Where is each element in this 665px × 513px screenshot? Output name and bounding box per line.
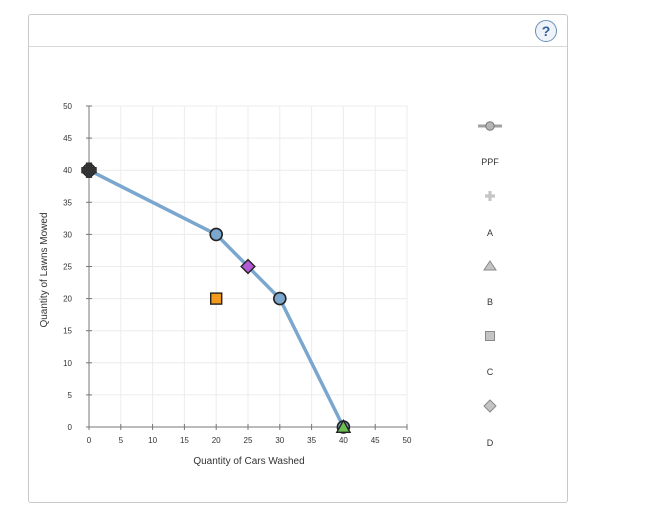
y-tick-label: 40 <box>63 166 72 175</box>
y-tick-label: 15 <box>63 327 72 336</box>
y-tick-label: 5 <box>68 391 73 400</box>
x-tick-label: 35 <box>307 436 316 445</box>
y-tick-label: 30 <box>63 230 72 239</box>
point-b[interactable] <box>335 418 352 433</box>
help-button[interactable]: ? <box>535 20 557 42</box>
legend-diamond-swatch <box>483 399 497 413</box>
legend-label: B <box>487 297 493 307</box>
axes: 0 5 10 15 20 25 30 35 40 45 50 0 5 10 15 20 25 30 35 40 45 50 <box>63 102 412 445</box>
legend-item-ppf[interactable]: PPF <box>478 121 502 167</box>
ppf-point[interactable] <box>209 227 223 242</box>
ppf-point[interactable] <box>272 291 287 306</box>
x-tick-label: 50 <box>403 436 412 445</box>
legend-item-d[interactable]: D <box>483 399 497 448</box>
legend-plus-swatch <box>485 191 495 201</box>
y-axis-label: Quantity of Lawns Mowed <box>39 212 50 327</box>
legend-label: C <box>487 367 494 377</box>
x-tick-label: 0 <box>87 436 92 445</box>
legend-item-a[interactable]: A <box>485 191 495 238</box>
legend: PPF A B C D <box>478 121 502 448</box>
x-tick-label: 45 <box>371 436 380 445</box>
y-tick-label: 35 <box>63 198 72 207</box>
point-a[interactable] <box>81 162 97 178</box>
legend-label: PPF <box>481 157 499 167</box>
y-tick-label: 10 <box>63 359 72 368</box>
legend-circle-swatch <box>485 121 495 131</box>
y-tick-label: 25 <box>63 263 72 272</box>
x-tick-label: 10 <box>148 436 157 445</box>
legend-item-b[interactable]: B <box>483 260 497 307</box>
points-layer <box>81 162 352 434</box>
legend-square-swatch <box>485 331 495 341</box>
y-tick-label: 45 <box>63 134 72 143</box>
x-axis-label: Quantity of Cars Washed <box>193 456 304 467</box>
help-icon: ? <box>541 23 551 39</box>
x-tick-label: 25 <box>244 436 253 445</box>
y-tick-label: 20 <box>63 295 72 304</box>
legend-item-c[interactable]: C <box>485 331 495 378</box>
y-tick-label: 0 <box>68 423 73 432</box>
y-tick-label: 50 <box>63 102 72 111</box>
point-d[interactable] <box>240 258 256 275</box>
x-tick-label: 30 <box>275 436 284 445</box>
x-tick-label: 20 <box>212 436 221 445</box>
x-tick-label: 5 <box>119 436 124 445</box>
legend-triangle-swatch <box>483 260 497 271</box>
point-c[interactable] <box>209 292 223 305</box>
legend-label: D <box>487 438 494 448</box>
x-tick-label: 40 <box>339 436 348 445</box>
panel-header: ? <box>29 15 567 47</box>
x-tick-label: 15 <box>180 436 189 445</box>
legend-label: A <box>487 228 493 238</box>
